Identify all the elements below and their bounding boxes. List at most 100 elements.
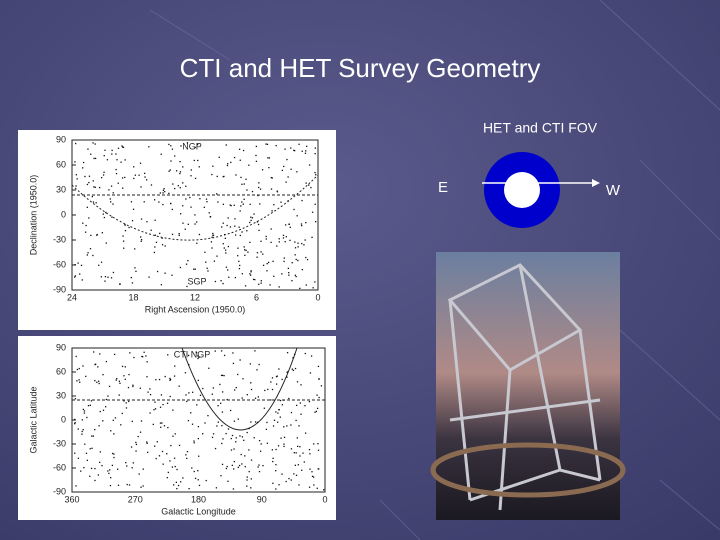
dot xyxy=(114,417,117,419)
dot xyxy=(83,410,86,412)
dot xyxy=(121,412,123,415)
y-axis-label: Galactic Latitude xyxy=(28,386,38,453)
dot xyxy=(74,161,76,163)
dot xyxy=(241,397,243,399)
dot xyxy=(103,216,106,219)
dot xyxy=(122,146,125,149)
dot xyxy=(254,278,256,281)
dot xyxy=(282,234,285,237)
dot xyxy=(158,378,161,381)
dot xyxy=(104,280,106,282)
dot xyxy=(304,432,307,434)
dot xyxy=(260,240,262,242)
dot xyxy=(147,391,149,393)
dot xyxy=(205,261,207,263)
dot xyxy=(221,411,224,413)
dot xyxy=(98,425,100,427)
dot xyxy=(315,174,317,176)
dot xyxy=(74,418,76,421)
dot xyxy=(98,186,101,189)
dot xyxy=(258,363,260,366)
dot xyxy=(179,172,181,175)
dot xyxy=(301,150,303,152)
dot xyxy=(99,461,101,464)
dot xyxy=(140,186,142,188)
dot xyxy=(258,470,261,473)
dot xyxy=(134,267,136,269)
dot xyxy=(227,217,229,219)
dot xyxy=(318,378,320,380)
dot xyxy=(198,484,201,487)
dot xyxy=(116,468,119,470)
dot xyxy=(134,174,137,176)
dot xyxy=(211,173,213,176)
dot xyxy=(91,435,93,437)
dot xyxy=(233,420,236,422)
x-tick-label: 0 xyxy=(315,292,320,302)
dot xyxy=(97,366,99,368)
dot xyxy=(193,440,195,442)
y-tick-label: 30 xyxy=(56,184,66,194)
dot xyxy=(78,367,80,370)
dot xyxy=(301,199,303,202)
dot xyxy=(223,354,226,357)
dot xyxy=(293,353,296,356)
dot xyxy=(94,467,96,470)
dot xyxy=(227,245,230,248)
dot xyxy=(162,203,164,206)
dot xyxy=(296,404,298,407)
dot xyxy=(212,232,214,235)
dot xyxy=(255,154,257,157)
dot xyxy=(244,466,246,468)
dot xyxy=(223,175,225,178)
dot xyxy=(284,241,286,243)
dot xyxy=(139,162,142,164)
dot xyxy=(305,221,307,224)
dot xyxy=(267,261,270,264)
dot xyxy=(197,357,199,360)
dot xyxy=(81,430,83,433)
dot xyxy=(190,412,192,414)
dot xyxy=(285,236,287,238)
dot xyxy=(94,157,97,160)
dot xyxy=(116,159,118,161)
dot xyxy=(308,184,310,186)
dot xyxy=(133,177,135,180)
dot xyxy=(221,463,224,466)
dot xyxy=(231,434,234,437)
dot xyxy=(234,276,237,279)
dot xyxy=(256,221,259,223)
dot xyxy=(113,353,116,356)
dot xyxy=(273,275,275,277)
dot xyxy=(142,468,144,470)
dot xyxy=(90,400,93,402)
dot xyxy=(250,421,252,423)
dot xyxy=(109,198,111,200)
dot xyxy=(238,226,240,228)
dot xyxy=(156,441,158,443)
photo-ring xyxy=(430,442,626,498)
dot xyxy=(234,225,236,227)
dot xyxy=(191,467,193,469)
dot xyxy=(121,177,124,179)
dot xyxy=(128,226,130,229)
dot xyxy=(160,394,163,396)
dot xyxy=(316,487,318,489)
dot xyxy=(238,148,241,150)
dot xyxy=(145,355,147,357)
dot xyxy=(256,252,259,254)
dot xyxy=(314,203,316,205)
dot xyxy=(162,463,164,465)
dot xyxy=(244,455,246,457)
dot xyxy=(204,422,206,424)
dot xyxy=(208,367,210,369)
dot xyxy=(293,149,295,152)
dot xyxy=(162,403,164,406)
dot xyxy=(256,421,259,424)
dot xyxy=(98,382,100,385)
dot xyxy=(78,379,80,381)
dot xyxy=(86,206,88,208)
y-tick-label: -60 xyxy=(53,259,66,269)
dot xyxy=(301,268,303,271)
dot xyxy=(75,142,77,145)
